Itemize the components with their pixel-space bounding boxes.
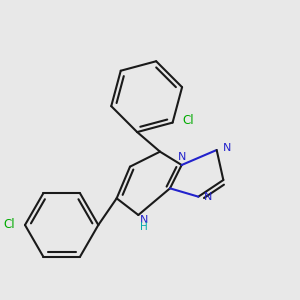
Text: N: N xyxy=(223,143,231,153)
Text: Cl: Cl xyxy=(183,114,194,128)
Text: Cl: Cl xyxy=(3,218,15,232)
Text: N: N xyxy=(204,192,213,202)
Text: N: N xyxy=(140,215,148,225)
Text: N: N xyxy=(178,152,187,162)
Text: H: H xyxy=(140,222,148,232)
